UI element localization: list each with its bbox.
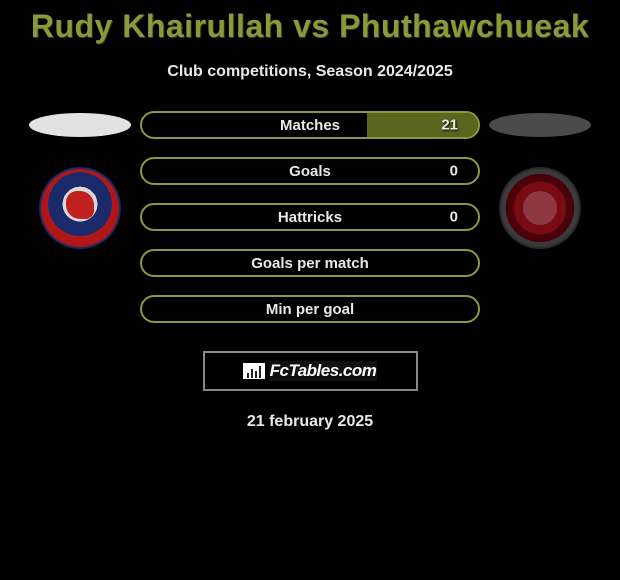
stats-column: Matches 21 Goals 0 Hattricks 0 Goals per match… bbox=[140, 111, 480, 323]
stat-label: Matches bbox=[280, 117, 340, 134]
stat-label: Goals bbox=[289, 163, 331, 180]
club-logo-left bbox=[39, 167, 121, 249]
player-right-column bbox=[480, 111, 600, 249]
stat-value-right: 0 bbox=[450, 163, 458, 180]
stat-label: Goals per match bbox=[251, 255, 369, 272]
stat-value-right: 0 bbox=[450, 209, 458, 226]
stat-label: Hattricks bbox=[278, 209, 342, 226]
stat-row: Goals 0 bbox=[140, 157, 480, 185]
stat-value-right: 21 bbox=[441, 117, 458, 134]
stat-row: Goals per match bbox=[140, 249, 480, 277]
player-left-highlight bbox=[29, 113, 131, 137]
player-right-highlight bbox=[489, 113, 591, 137]
player-left-column bbox=[20, 111, 140, 249]
date: 21 february 2025 bbox=[0, 413, 620, 431]
comparison-area: Matches 21 Goals 0 Hattricks 0 Goals per match… bbox=[0, 111, 620, 323]
page-title: Rudy Khairullah vs Phuthawchueak bbox=[0, 0, 620, 45]
stat-row: Matches 21 bbox=[140, 111, 480, 139]
stat-row: Min per goal bbox=[140, 295, 480, 323]
stat-fill bbox=[367, 113, 478, 137]
stat-row: Hattricks 0 bbox=[140, 203, 480, 231]
club-logo-right bbox=[499, 167, 581, 249]
chart-icon bbox=[243, 363, 265, 379]
stat-label: Min per goal bbox=[266, 301, 354, 318]
watermark-text: FcTables.com bbox=[269, 361, 378, 381]
watermark: FcTables.com bbox=[203, 351, 418, 391]
subtitle: Club competitions, Season 2024/2025 bbox=[0, 63, 620, 81]
